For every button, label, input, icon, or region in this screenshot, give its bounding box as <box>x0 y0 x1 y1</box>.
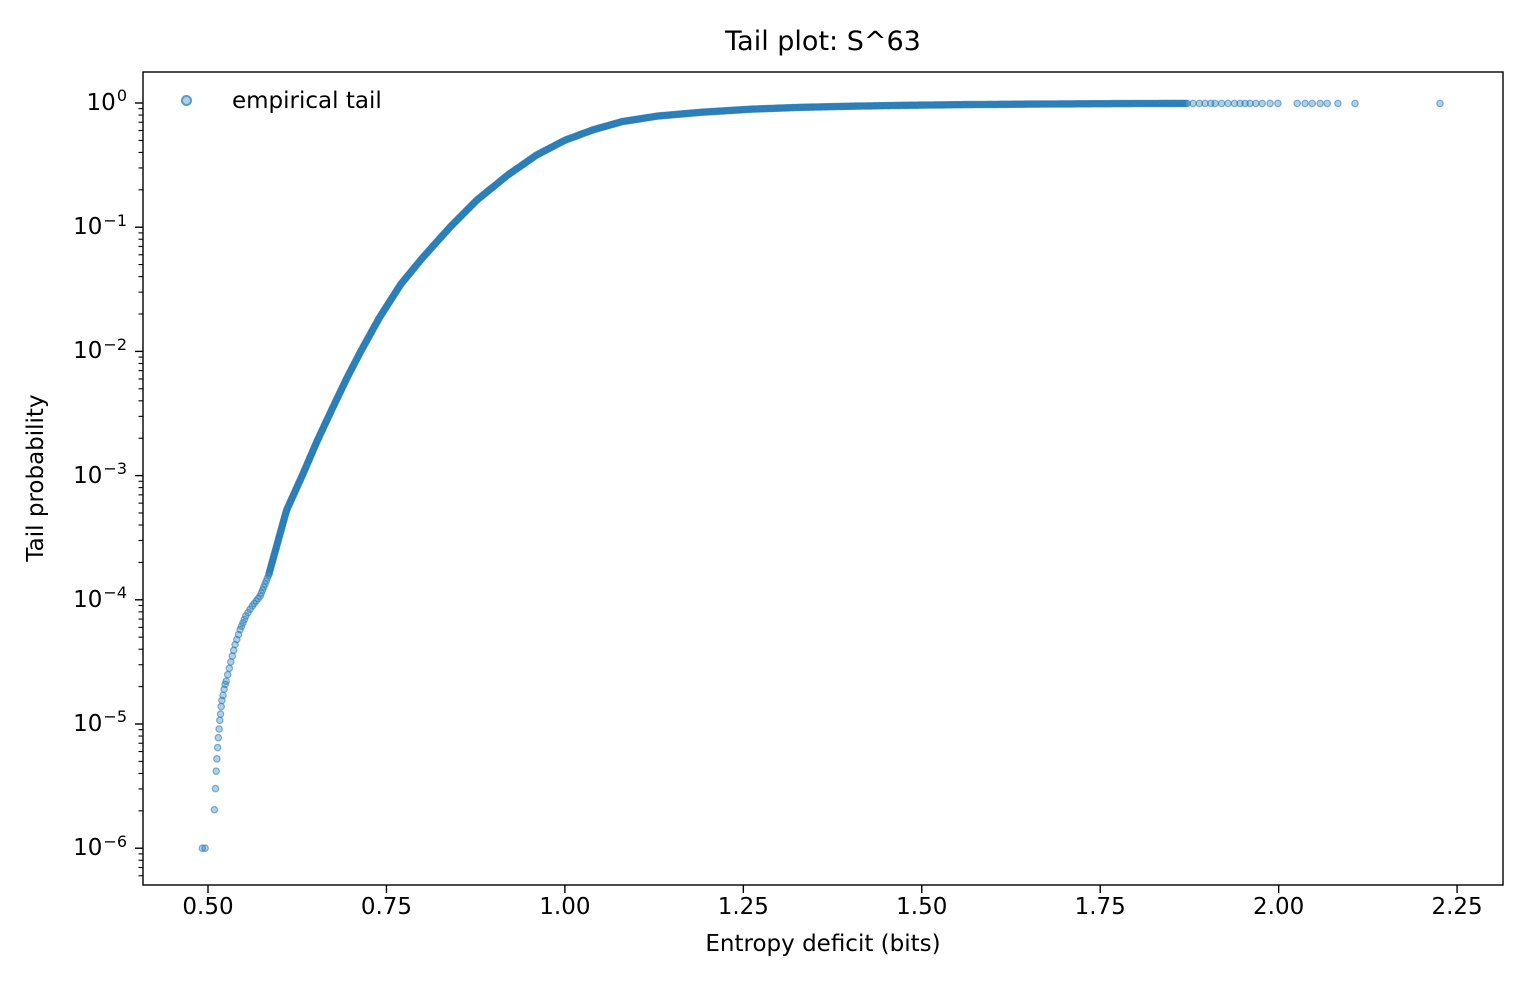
scatter-point <box>216 716 224 725</box>
scatter-point <box>1351 99 1359 108</box>
y-axis-label: Tail probability <box>23 394 49 562</box>
scatter-point <box>201 844 209 853</box>
x-axis-ticks <box>207 885 1458 893</box>
axes-frame <box>142 71 1504 886</box>
scatter-point <box>217 702 226 711</box>
scatter-point <box>1230 99 1239 108</box>
scatter-point <box>222 677 231 686</box>
scatter-point <box>1274 99 1282 108</box>
scatter-point <box>1334 99 1342 108</box>
scatter-marker-icon <box>181 95 192 106</box>
x-axis-label: Entropy deficit (bits) <box>705 931 941 957</box>
scatter-point <box>213 743 222 752</box>
scatter-point <box>216 710 225 718</box>
scatter-point <box>1308 99 1317 108</box>
scatter-point <box>1266 99 1274 108</box>
scatter-point <box>1201 99 1209 108</box>
scatter-point <box>1301 99 1309 108</box>
scatter-point <box>225 664 234 673</box>
scatter-point <box>213 754 221 763</box>
scatter-point <box>1246 99 1254 108</box>
scatter-point <box>1293 99 1302 108</box>
scatter-series-empirical-tail <box>198 99 1444 853</box>
scatter-point <box>1195 99 1204 108</box>
scatter-point <box>1183 99 1192 108</box>
scatter-point <box>1217 99 1226 108</box>
scatter-point <box>214 733 223 742</box>
scatter-point <box>1316 99 1324 108</box>
scatter-point <box>1252 99 1260 108</box>
scatter-point <box>1323 99 1332 108</box>
scatter-point <box>223 670 232 679</box>
scatter-point <box>212 767 221 776</box>
scatter-point <box>1436 99 1444 108</box>
y-axis-ticks <box>135 102 143 877</box>
legend-label: empirical tail <box>232 87 382 114</box>
scatter-point <box>1258 99 1267 108</box>
scatter-point <box>219 691 227 700</box>
legend: empirical tail <box>181 87 382 114</box>
chart-title: Tail plot: S^63 <box>725 26 921 57</box>
scatter-point <box>1189 99 1197 108</box>
scatter-point <box>211 784 220 793</box>
scatter-point <box>215 725 223 733</box>
scatter-point <box>1211 99 1219 108</box>
scatter-point <box>1224 99 1232 108</box>
scatter-point <box>210 805 219 814</box>
